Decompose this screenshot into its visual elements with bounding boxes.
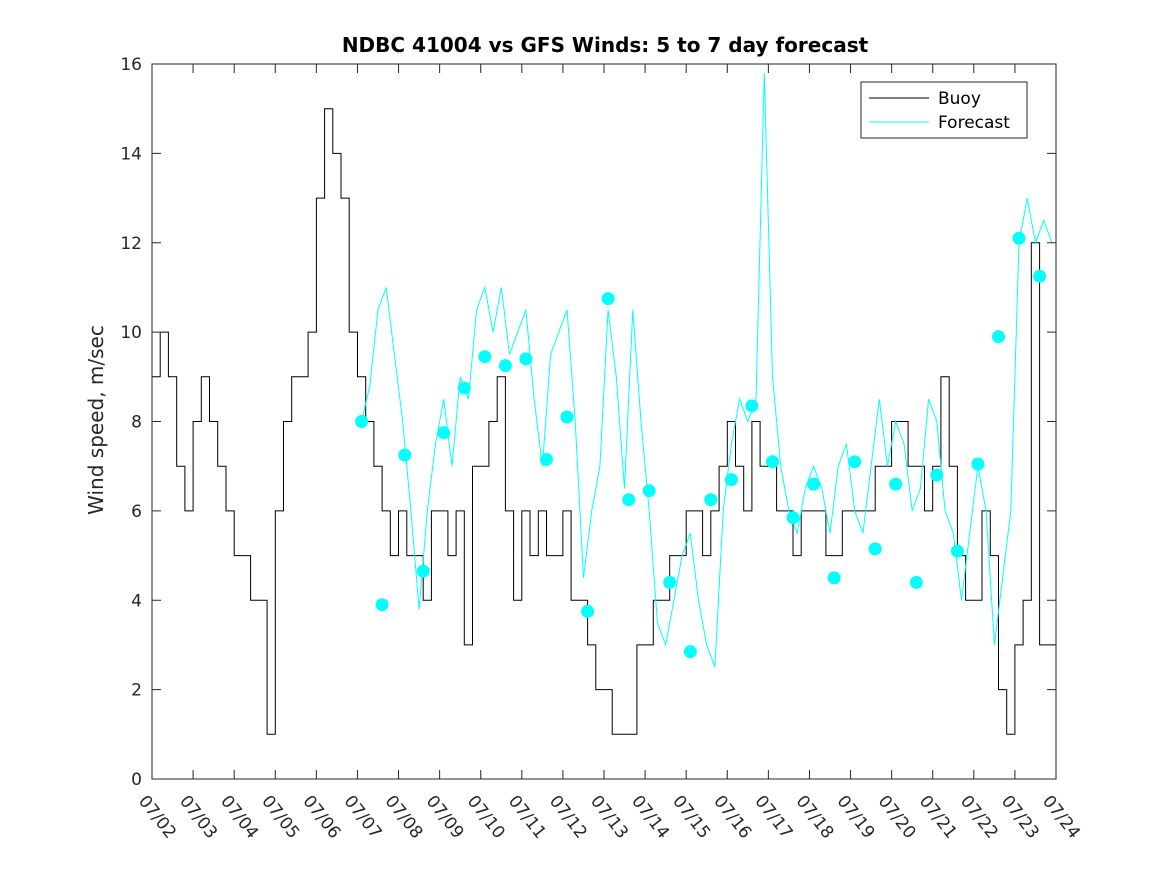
forecast-marker [971, 457, 985, 471]
y-tick-label: 10 [120, 323, 142, 343]
forecast-marker [642, 484, 656, 498]
forecast-marker [848, 455, 862, 469]
forecast-marker [498, 359, 512, 373]
plot-area: 024681012141607/0207/0307/0407/0507/0607… [120, 55, 1084, 843]
series-line-forecast [361, 72, 1053, 668]
series-line-buoy [152, 108, 1057, 735]
forecast-marker [1012, 231, 1026, 245]
forecast-marker [457, 381, 471, 395]
y-tick-label: 12 [120, 234, 142, 254]
forecast-marker [683, 645, 697, 659]
chart-title: NDBC 41004 vs GFS Winds: 5 to 7 day fore… [342, 33, 869, 57]
forecast-marker [560, 410, 574, 424]
y-tick-label: 2 [131, 681, 142, 701]
forecast-marker [807, 477, 821, 491]
forecast-marker [375, 598, 389, 612]
forecast-marker [992, 330, 1005, 344]
forecast-marker [355, 415, 369, 428]
legend-forecast-label: Forecast [938, 113, 1010, 133]
forecast-marker [786, 511, 800, 525]
y-tick-label: 8 [131, 413, 142, 433]
forecast-marker [416, 564, 430, 578]
forecast-marker [437, 426, 451, 440]
forecast-marker [766, 455, 779, 469]
forecast-marker [519, 352, 533, 366]
forecast-marker [581, 604, 595, 618]
forecast-marker [950, 544, 964, 558]
y-axis-label: Wind speed, m/sec [84, 325, 108, 515]
y-tick-label: 4 [131, 591, 142, 611]
y-tick-label: 6 [131, 502, 142, 522]
forecast-marker [622, 493, 636, 507]
forecast-marker [398, 448, 412, 462]
y-tick-label: 16 [120, 55, 142, 75]
legend: Buoy Forecast [860, 81, 1028, 139]
legend-box [860, 81, 1028, 139]
forecast-marker [909, 575, 923, 589]
forecast-marker [930, 468, 944, 482]
forecast-marker [827, 571, 841, 585]
forecast-marker [478, 350, 492, 364]
y-tick-label: 14 [120, 144, 142, 164]
forecast-marker [889, 477, 903, 491]
forecast-marker [868, 542, 882, 556]
forecast-marker [724, 473, 738, 487]
legend-buoy-label: Buoy [938, 89, 981, 109]
forecast-marker [704, 493, 718, 507]
forecast-marker [601, 292, 615, 306]
forecast-marker [745, 399, 759, 413]
forecast-marker [540, 453, 553, 466]
y-tick-label: 0 [131, 770, 142, 790]
forecast-marker [1033, 269, 1047, 283]
forecast-marker [663, 575, 677, 589]
